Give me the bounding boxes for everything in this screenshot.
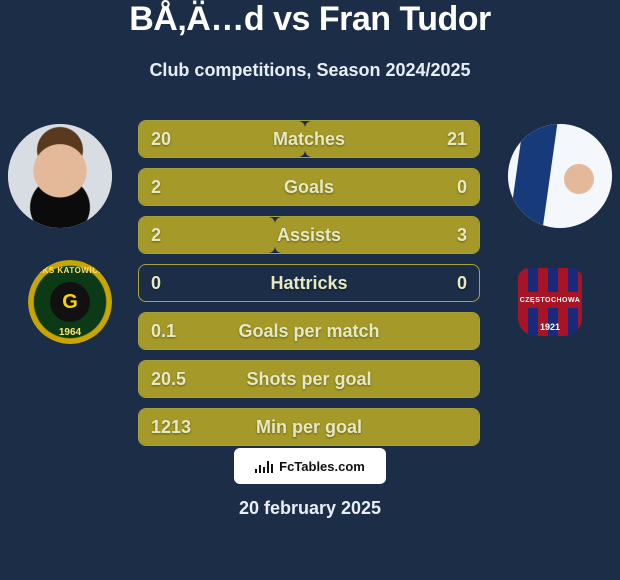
stat-value-right: 21 <box>447 121 467 157</box>
stat-value-left: 1213 <box>151 409 191 445</box>
bar-chart-icon <box>255 459 273 473</box>
player-right-club-badge: CZĘSTOCHOWA 1921 <box>508 260 592 344</box>
stat-row: Goals2 0 <box>138 168 480 206</box>
stat-value-right: 3 <box>457 217 467 253</box>
stat-row: Matches20 21 <box>138 120 480 158</box>
stat-value-left: 2 <box>151 169 161 205</box>
page-subtitle: Club competitions, Season 2024/2025 <box>0 60 620 81</box>
stat-value-left: 0 <box>151 265 161 301</box>
stat-row: Assists2 3 <box>138 216 480 254</box>
player-left-club-badge: GKS KATOWICE G 1964 <box>28 260 112 344</box>
shield-icon: CZĘSTOCHOWA 1921 <box>518 268 582 336</box>
stat-label: Hattricks <box>139 265 479 301</box>
stat-value-left: 2 <box>151 217 161 253</box>
stat-value-right: 0 <box>457 169 467 205</box>
stat-value-left: 0.1 <box>151 313 176 349</box>
page-title: BÅ‚Ä…d vs Fran Tudor <box>0 0 620 39</box>
stat-label: Shots per goal <box>139 361 479 397</box>
stat-row: Shots per goal20.5 <box>138 360 480 398</box>
club-name: GKS KATOWICE <box>28 266 112 275</box>
stat-label: Assists <box>139 217 479 253</box>
stat-value-left: 20 <box>151 121 171 157</box>
face-photo-icon <box>8 124 112 228</box>
stat-label: Matches <box>139 121 479 157</box>
render-date: 20 february 2025 <box>0 498 620 519</box>
comparison-rows: Matches2021Goals20Assists23Hattricks00Go… <box>138 120 480 456</box>
club-initial-icon: G <box>50 282 90 322</box>
stat-row: Goals per match0.1 <box>138 312 480 350</box>
stat-row: Hattricks0 0 <box>138 264 480 302</box>
club-city: CZĘSTOCHOWA <box>518 292 582 308</box>
stat-label: Goals per match <box>139 313 479 349</box>
player-left-avatar <box>8 124 112 228</box>
stat-row: Min per goal1213 <box>138 408 480 446</box>
club-year: 1964 <box>28 327 112 338</box>
stat-value-left: 20.5 <box>151 361 186 397</box>
watermark-text: FcTables.com <box>279 459 365 474</box>
stat-label: Goals <box>139 169 479 205</box>
stat-value-right: 0 <box>457 265 467 301</box>
player-right-avatar <box>508 124 612 228</box>
club-year: 1921 <box>518 322 582 332</box>
jersey-photo-icon <box>508 124 612 228</box>
watermark: FcTables.com <box>234 448 386 484</box>
